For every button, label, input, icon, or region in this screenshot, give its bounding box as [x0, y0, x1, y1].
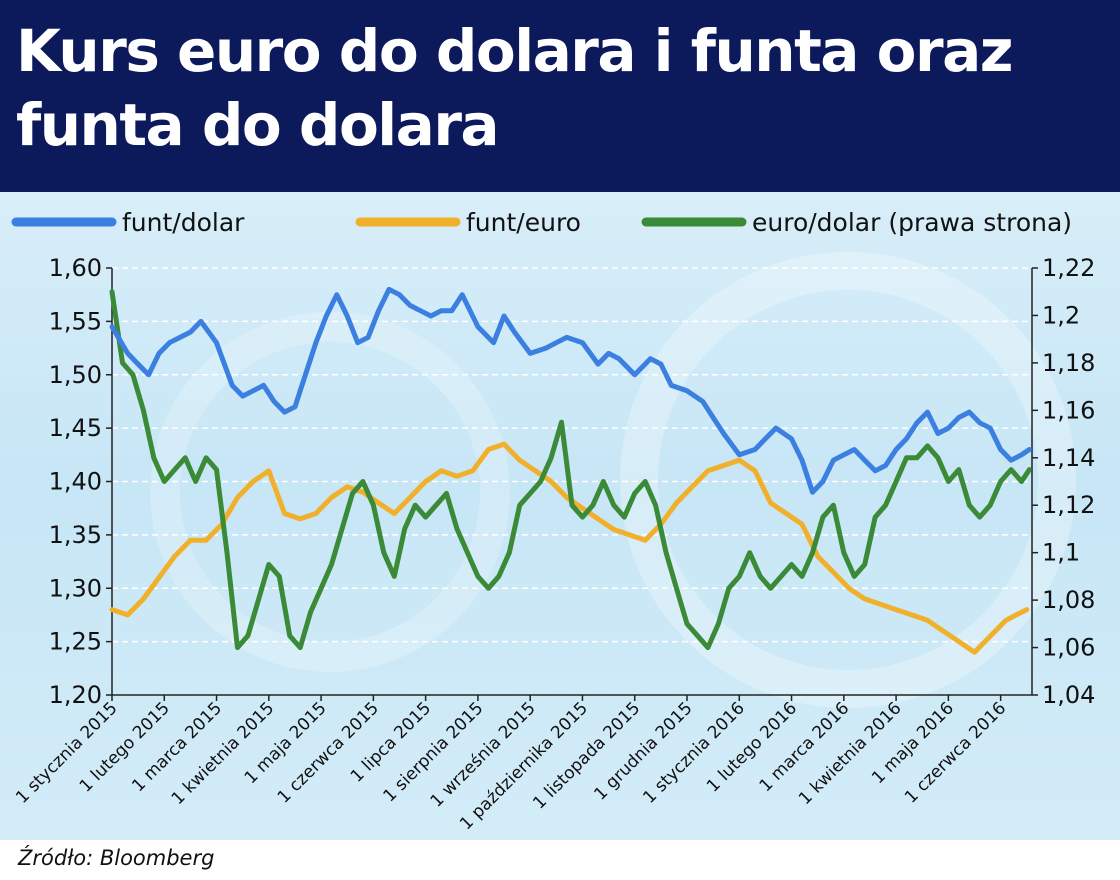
- chart-background: [0, 192, 1120, 840]
- left-tick-label: 1,20: [49, 681, 102, 709]
- title-banner: Kurs euro do dolara i funta oraz funta d…: [0, 0, 1120, 192]
- left-axis-ticks: 1,60 1,55 1,50 1,45 1,40 1,35 1,30 1,25 1,20: [49, 254, 112, 709]
- x-tick-label: 1 lutego 2016: [703, 698, 801, 796]
- legend-label-2: euro/dolar (prawa strona): [752, 208, 1072, 237]
- right-tick-label: 1,16: [1042, 396, 1095, 424]
- chart-series: [109, 286, 1032, 655]
- right-tick-label: 1,04: [1042, 681, 1095, 709]
- series-line-1: [109, 441, 1030, 655]
- series-line-0: [109, 286, 1032, 495]
- legend-label-0: funt/dolar: [122, 208, 245, 237]
- page-title: Kurs euro do dolara i funta oraz funta d…: [16, 17, 1013, 159]
- chart-gridlines: [112, 267, 1032, 696]
- left-tick-label: 1,55: [49, 307, 102, 335]
- left-tick-label: 1,30: [49, 574, 102, 602]
- left-tick-label: 1,60: [49, 254, 102, 282]
- x-tick-label: 1 marca 2015: [128, 698, 226, 796]
- exchange-rate-chart: 1,60 1,55 1,50 1,45 1,40 1,35 1,30 1,25 1,20 1,2…: [11, 208, 1095, 834]
- right-tick-label: 1,06: [1042, 634, 1095, 662]
- left-tick-label: 1,50: [49, 361, 102, 389]
- x-tick-label: 1 marca 2016: [756, 698, 854, 796]
- left-tick-label: 1,25: [49, 628, 102, 656]
- left-tick-label: 1,40: [49, 468, 102, 496]
- right-axis-ticks: 1,22 1,2 1,18 1,16 1,14 1,12 1,1 1,08 1,06 1,04: [1032, 254, 1095, 709]
- source-note: Źródło: Bloomberg: [18, 846, 215, 870]
- left-tick-label: 1,45: [49, 414, 102, 442]
- right-tick-label: 1,14: [1042, 444, 1095, 472]
- series-line-2: [109, 289, 1032, 651]
- right-tick-label: 1,22: [1042, 254, 1095, 282]
- right-tick-label: 1,12: [1042, 491, 1095, 519]
- left-tick-label: 1,35: [49, 521, 102, 549]
- right-tick-label: 1,08: [1042, 586, 1095, 614]
- chart-legend: funt/dolar funt/euro euro/dolar (prawa str…: [11, 208, 1072, 237]
- right-tick-label: 1,18: [1042, 349, 1095, 377]
- right-tick-label: 1,2: [1042, 301, 1080, 329]
- x-tick-label: 1 lutego 2015: [76, 698, 174, 796]
- right-tick-label: 1,1: [1042, 539, 1080, 567]
- legend-label-1: funt/euro: [466, 208, 581, 237]
